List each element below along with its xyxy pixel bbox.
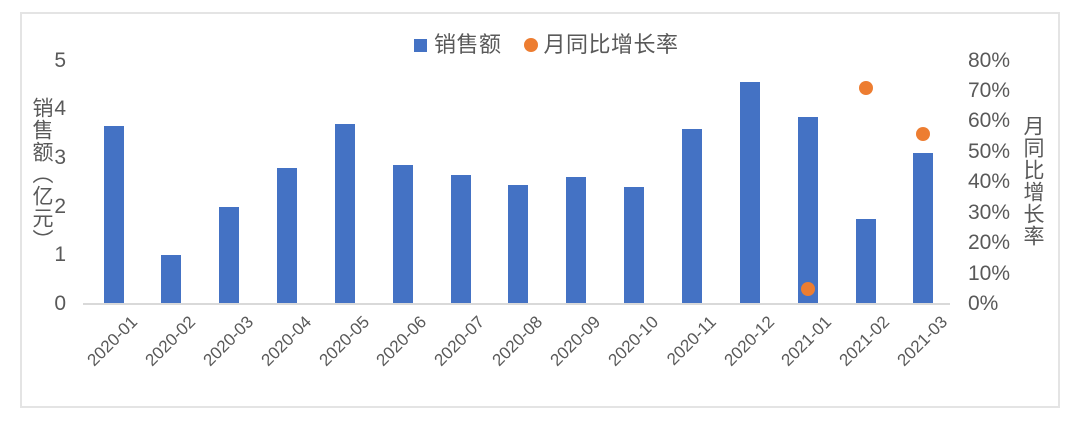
sales-bar bbox=[277, 167, 298, 304]
left-axis-tick-label: 0 bbox=[54, 292, 66, 315]
right-axis-tick-label: 30% bbox=[968, 200, 1011, 224]
growth-legend-label: 月同比增长率 bbox=[543, 32, 679, 57]
growth-dot bbox=[916, 126, 931, 141]
sales-bar bbox=[797, 116, 818, 304]
sales-bar bbox=[624, 187, 645, 304]
sales-legend-label: 销售额 bbox=[434, 32, 502, 57]
right-axis-tick-label: 20% bbox=[968, 231, 1011, 255]
chart-frame bbox=[20, 12, 1060, 408]
right-axis-tick-label: 80% bbox=[968, 48, 1011, 72]
sales-bar bbox=[392, 165, 413, 304]
sales-bar bbox=[334, 123, 355, 304]
sales-bar bbox=[682, 128, 703, 304]
right-axis-tick-label: 50% bbox=[968, 139, 1011, 163]
left-axis-tick-label: 3 bbox=[54, 145, 66, 169]
x-axis-line bbox=[83, 303, 950, 305]
left-axis-tick-label: 4 bbox=[54, 97, 66, 121]
left-axis-tick-label: 2 bbox=[54, 194, 66, 218]
sales-bar bbox=[219, 206, 240, 304]
right-axis-tick-label: 10% bbox=[968, 261, 1011, 285]
sales-bar bbox=[450, 174, 471, 304]
sales-bar bbox=[566, 177, 587, 304]
sales-bar bbox=[161, 255, 182, 304]
legend: 销售额 月同比增长率 bbox=[414, 33, 679, 57]
right-axis-tick-label: 70% bbox=[968, 78, 1011, 102]
sales-bar bbox=[739, 82, 760, 304]
sales-bar bbox=[508, 184, 529, 304]
growth-dot bbox=[800, 281, 815, 296]
growth-dot bbox=[858, 80, 873, 95]
right-axis-tick-label: 60% bbox=[968, 109, 1011, 133]
left-axis-title: 销售额（亿元） bbox=[30, 97, 53, 251]
left-axis-tick-label: 1 bbox=[54, 243, 66, 267]
right-axis-title: 月同比增长率 bbox=[1021, 115, 1044, 247]
sales-bar bbox=[103, 126, 124, 304]
right-axis-tick-label: 40% bbox=[968, 170, 1011, 194]
sales-bar bbox=[913, 153, 934, 304]
growth-legend-swatch-icon bbox=[523, 38, 538, 52]
sales-legend-swatch-icon bbox=[414, 38, 427, 52]
sales-bar bbox=[855, 218, 876, 304]
right-axis-tick-label: 0% bbox=[968, 292, 999, 315]
left-axis-tick-label: 5 bbox=[54, 48, 66, 72]
